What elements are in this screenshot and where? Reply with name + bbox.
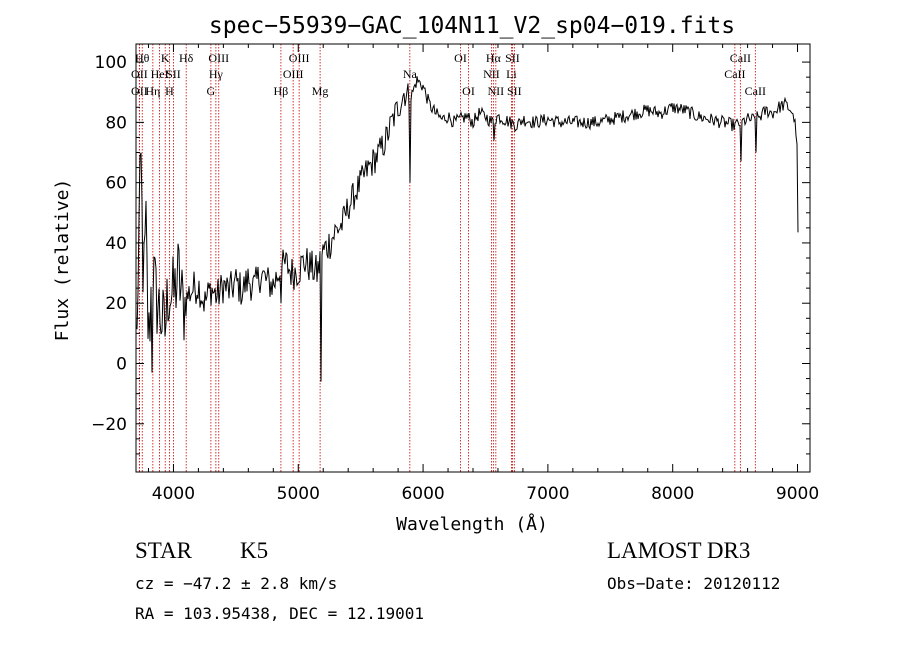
marker-label: Hη [145,84,160,98]
chart-title: spec−55939−GAC_104N11_V2_sp04−019.fits [209,13,735,39]
marker-label: OI [462,84,475,98]
marker-label: OII [131,67,148,81]
marker-label: H [165,84,174,98]
y-axis-ticks: −20 0 20 40 60 80 100 [91,53,810,455]
x-tick-label: 5000 [277,484,320,504]
marker-label: CaII [730,51,751,65]
marker-label: Na [403,67,418,81]
spectrum-line [136,76,799,382]
marker-label: Hγ [209,67,224,81]
redshift-value: cz = −47.2 ± 2.8 km/s [135,574,338,593]
marker-label: Hβ [274,84,289,98]
x-tick-label: 7000 [526,484,569,504]
marker-label: Mg [312,84,329,98]
marker-label: Hθ [135,51,150,65]
marker-label: CaII [724,67,745,81]
object-subclass: K5 [240,538,269,563]
coordinates: RA = 103.95438, DEC = 12.19001 [135,604,424,623]
survey-name: LAMOST DR3 [607,538,751,563]
line-marker-labels: HθOIIOIIHηHeIKHSIIHδGHγOIIIHβOIIIOIIIMgN… [131,51,766,98]
marker-label: OIII [208,51,229,65]
x-tick-label: 4000 [152,484,195,504]
x-tick-label: 6000 [401,484,444,504]
marker-label: SII [166,67,181,81]
marker-label: Li [506,67,517,81]
marker-label: HeI [151,67,169,81]
marker-label: OII [131,84,148,98]
marker-label: OIII [289,51,310,65]
marker-label: SII [507,84,522,98]
x-tick-label: 9000 [776,484,819,504]
marker-label: G [207,84,216,98]
x-tick-label: 8000 [651,484,694,504]
y-tick-label: 0 [116,354,127,374]
y-tick-label: 20 [105,294,127,314]
marker-label: SII [505,51,520,65]
y-tick-label: 60 [105,174,127,194]
y-tick-label: 80 [105,113,127,133]
marker-label: CaII [745,84,766,98]
plot-frame [135,43,811,473]
marker-label: NII [488,84,505,98]
marker-label: Hδ [179,51,194,65]
line-markers [138,44,756,472]
marker-label: Hα [486,51,502,65]
marker-label: OIII [283,67,304,81]
marker-label: OI [454,51,467,65]
y-tick-label: 100 [95,53,127,73]
object-class: STAR [135,538,192,563]
marker-label: NII [483,67,500,81]
obs-date: Obs−Date: 20120112 [607,574,781,593]
y-tick-label: −20 [91,415,127,435]
marker-label: K [161,51,170,65]
x-axis-ticks: 4000 5000 6000 7000 8000 9000 [147,44,819,504]
y-tick-label: 40 [105,234,127,254]
y-axis-label: Flux (relative) [52,179,73,342]
x-axis-label: Wavelength (Å) [396,513,548,535]
